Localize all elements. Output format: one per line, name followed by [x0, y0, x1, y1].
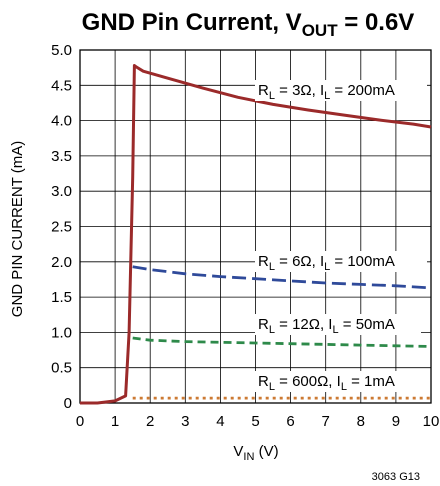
label-r-subscript: L [269, 90, 275, 102]
x-tick-label: 1 [111, 413, 119, 430]
series-label-background [255, 314, 421, 335]
series-6-ohm-label: RL = 6Ω, IL = 100mA [258, 253, 395, 273]
x-tick-label: 8 [357, 413, 365, 430]
y-tick-label: 5.0 [51, 42, 72, 59]
y-tick-label: 4.5 [51, 77, 72, 94]
label-r: R [258, 82, 269, 99]
chart-title-subscript: OUT [302, 21, 339, 40]
series-label-background [255, 80, 427, 101]
plot-frame [79, 49, 432, 404]
x-axis-label: VIN (V) [233, 443, 278, 463]
x-tick-label: 2 [146, 413, 154, 430]
series-3-ohm-label: RL = 3Ω, IL = 200mA [258, 82, 395, 102]
label-r-subscript: L [269, 324, 275, 336]
series-12-ohm-line [132, 336, 432, 348]
y-tick-label: 2.5 [51, 219, 72, 236]
y-tick-label: 4.0 [51, 113, 72, 130]
series-6-ohm-line [132, 265, 432, 290]
label-mid: = 3Ω, I [275, 82, 324, 99]
label-mid: = 6Ω, I [275, 253, 324, 270]
figure-footnote: 3063 G13 [372, 471, 420, 483]
label-tail: = 1mA [347, 373, 395, 390]
tick-labels: 0 1 2 3 4 5 6 7 8 9 10 0 0.5 1.0 1.5 2.0 2.5 3.0 3.5 4.0 4.5… [51, 42, 439, 430]
y-tick-label: 1.5 [51, 289, 72, 306]
label-i-subscript: L [341, 381, 347, 393]
x-tick-label: 4 [216, 413, 224, 430]
series-600-ohm-label: RL = 600Ω, IL = 1mA [258, 373, 395, 393]
chart-title: GND Pin Current, VOUT = 0.6V [82, 9, 415, 40]
label-tail: = 200mA [330, 82, 395, 99]
series-label-background [255, 371, 427, 392]
x-tick-label: 6 [286, 413, 294, 430]
y-tick-label: 0.5 [51, 360, 72, 377]
label-i-subscript: L [332, 324, 338, 336]
x-tick-label: 0 [76, 413, 84, 430]
x-tick-label: 3 [181, 413, 189, 430]
chart-title-main: GND Pin Current, V [82, 9, 302, 36]
label-i-subscript: L [324, 261, 330, 273]
x-axis-label-tail: (V) [254, 443, 278, 460]
x-tick-label: 9 [392, 413, 400, 430]
label-tail: = 50mA [339, 316, 395, 333]
y-tick-label: 1.0 [51, 324, 72, 341]
label-r-subscript: L [269, 261, 275, 273]
series-group [80, 64, 432, 405]
label-tail: = 100mA [330, 253, 395, 270]
series-3-ohm-line [80, 64, 432, 405]
label-r: R [258, 373, 269, 390]
label-mid: = 600Ω, I [275, 373, 341, 390]
y-tick-label: 3.5 [51, 148, 72, 165]
y-tick-label: 0 [64, 395, 72, 412]
label-r-subscript: L [269, 381, 275, 393]
x-axis-label-subscript: IN [243, 451, 254, 463]
label-i-subscript: L [324, 90, 330, 102]
x-tick-label: 10 [423, 413, 440, 430]
series-12-ohm-label: RL = 12Ω, IL = 50mA [258, 316, 395, 336]
x-axis-label-main: V [233, 443, 243, 460]
y-tick-label: 3.0 [51, 183, 72, 200]
x-tick-label: 5 [251, 413, 259, 430]
label-mid: = 12Ω, I [275, 316, 333, 333]
series-label-background [255, 251, 427, 272]
chart-title-tail: = 0.6V [338, 9, 415, 36]
x-tick-label: 7 [322, 413, 330, 430]
y-axis-label: GND PIN CURRENT (mA) [9, 141, 26, 317]
y-tick-label: 2.0 [51, 254, 72, 271]
label-r: R [258, 253, 269, 270]
label-r: R [258, 316, 269, 333]
